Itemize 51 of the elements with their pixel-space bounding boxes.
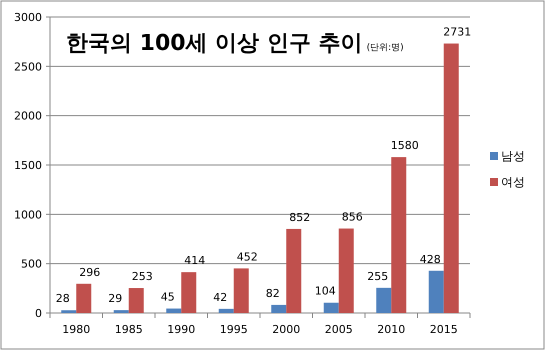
data-label: 253 [132,270,153,284]
x-tick-label: 1980 [62,323,90,336]
data-label: 296 [79,266,100,279]
bar [271,304,286,313]
data-label: 28 [56,292,70,306]
y-tick-label: 2000 [14,110,42,123]
data-label: 255 [367,270,388,283]
bar [324,302,339,313]
bar [338,228,354,313]
text: 한국의 100세 이상 인구 추이 [66,31,363,56]
legend-label: 남성 [501,149,525,163]
y-tick-label: 500 [21,258,42,271]
data-label: 42 [213,290,228,304]
data-label: 29 [108,292,122,306]
bar [218,308,234,313]
y-tick-label: 1500 [14,159,42,172]
data-label: 1580 [390,139,419,152]
x-tick-label: 2005 [324,323,353,336]
data-label: 104 [314,284,336,298]
data-label: 852 [289,210,310,224]
data-label: 428 [420,252,441,266]
bar [114,310,129,313]
bar [444,44,459,313]
x-tick-label: 1995 [220,323,248,336]
x-tick-label: 1985 [114,323,143,336]
data-label: 82 [266,286,280,300]
bar [61,310,76,313]
data-label: 414 [184,254,206,268]
y-tick-label: 2500 [14,60,42,74]
bar [391,157,406,313]
y-tick-label: 3000 [14,11,42,24]
text: (단위:명) [366,43,404,53]
bar [181,272,196,313]
bar [376,288,392,313]
data-label: 2731 [443,26,472,39]
bar [128,288,144,313]
bar [428,270,444,313]
x-tick-label: 2015 [430,323,458,336]
bar [166,308,182,313]
data-label: 45 [160,290,175,304]
x-tick-label: 2000 [272,323,300,336]
bar [76,284,92,313]
data-label: 856 [342,210,363,224]
bar [234,268,249,313]
y-tick-label: 0 [35,307,42,320]
bar [286,228,302,313]
x-tick-label: 1990 [167,323,196,336]
x-tick-label: 2010 [377,323,406,336]
data-label: 452 [236,250,258,264]
legend-label: 여성 [501,175,525,189]
y-tick-label: 1000 [14,208,42,222]
